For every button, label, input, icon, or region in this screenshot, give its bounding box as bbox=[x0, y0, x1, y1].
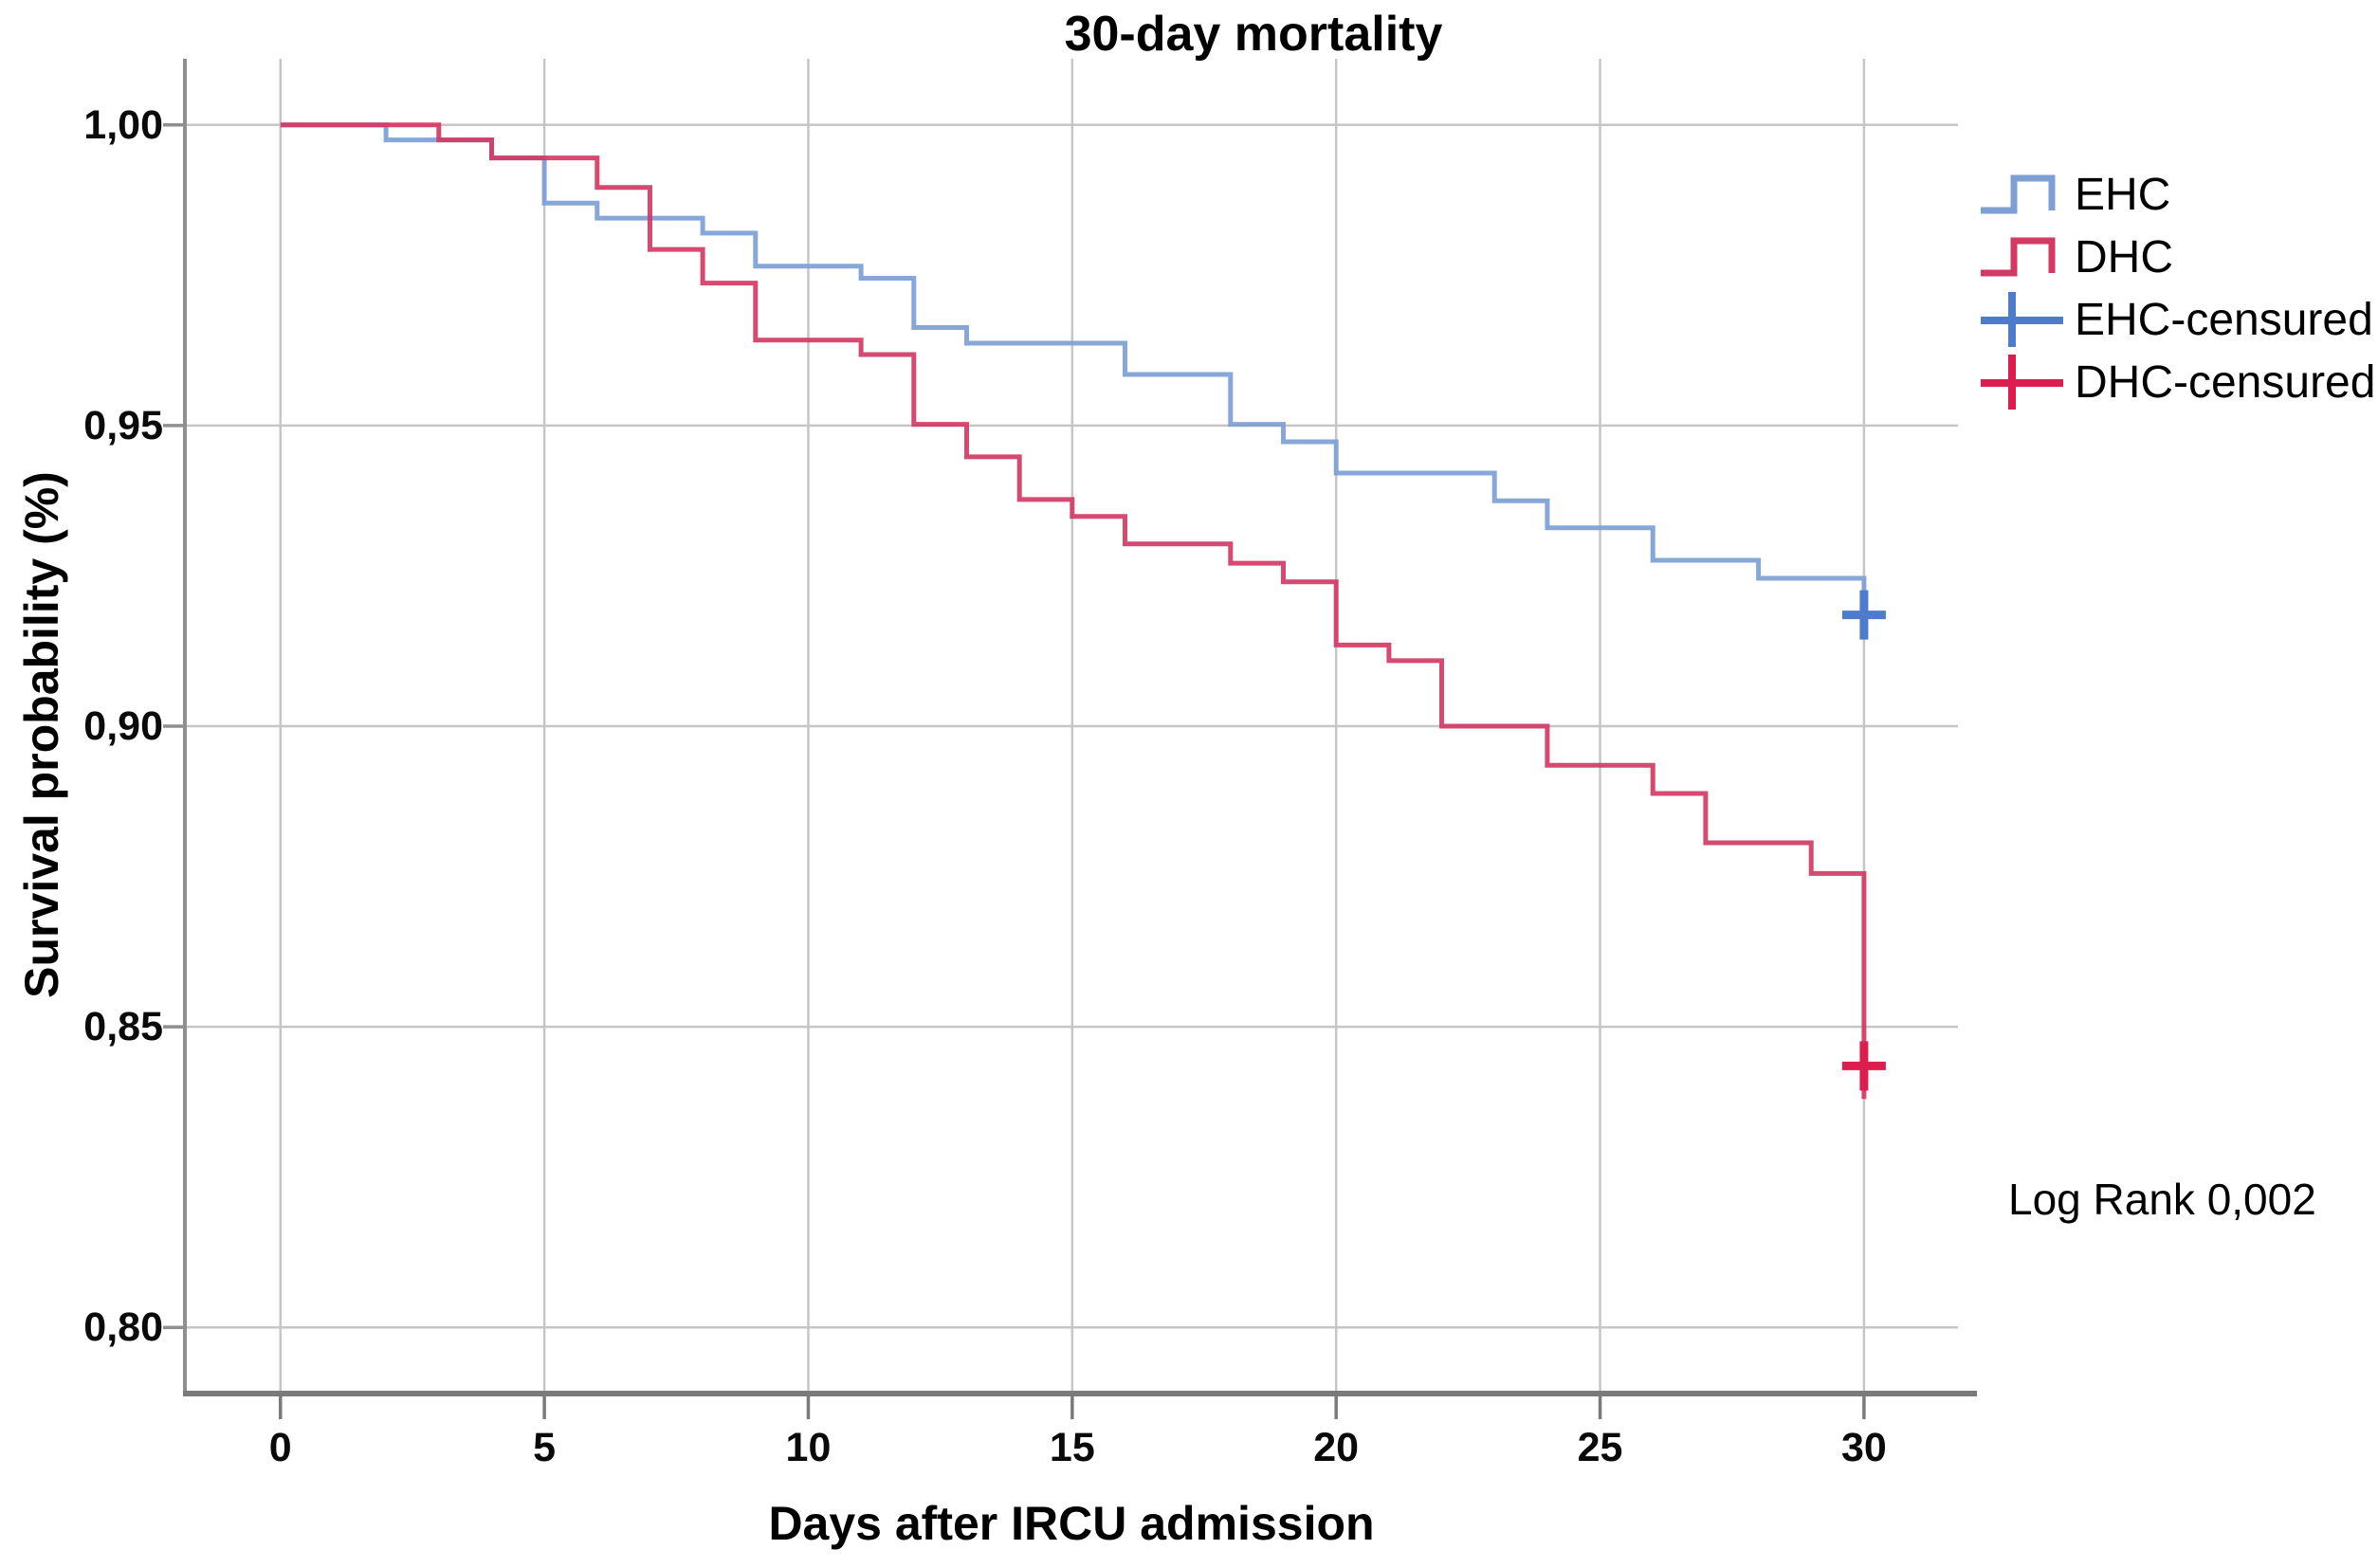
x-tick-label: 5 bbox=[533, 1425, 557, 1470]
ehc-step-line-icon bbox=[1981, 174, 2056, 214]
y-tick-label: 0,85 bbox=[83, 1004, 163, 1050]
y-tick-label: 1,00 bbox=[83, 101, 163, 148]
y-tick-label: 0,80 bbox=[83, 1304, 163, 1351]
y-tick-label: 0,95 bbox=[83, 402, 163, 448]
legend-item-dhc-censured: DHC-censured bbox=[1978, 351, 2375, 413]
dhc-censured-plus-icon bbox=[1981, 355, 2063, 410]
legend-label-ehc: EHC bbox=[2075, 169, 2171, 220]
x-tick-label: 15 bbox=[1049, 1425, 1095, 1470]
x-tick-label: 0 bbox=[268, 1425, 292, 1470]
censored-marker-dhc bbox=[1841, 1041, 1886, 1091]
x-tick-label: 25 bbox=[1577, 1425, 1623, 1470]
dhc-step-line-icon bbox=[1981, 237, 2056, 277]
legend-item-dhc: DHC bbox=[1978, 226, 2375, 288]
x-tick-label: 10 bbox=[785, 1425, 832, 1470]
legend: EHC DHC EHC-censured DHC-censured bbox=[1978, 163, 2375, 413]
x-tick-label: 30 bbox=[1840, 1425, 1887, 1470]
legend-label-dhc-censured: DHC-censured bbox=[2075, 356, 2376, 408]
legend-label-dhc: DHC bbox=[2075, 231, 2173, 283]
ehc-censured-plus-icon bbox=[1981, 292, 2063, 347]
censored-marker-ehc bbox=[1841, 590, 1886, 640]
legend-item-ehc-censured: EHC-censured bbox=[1978, 288, 2375, 351]
series-curve-dhc bbox=[280, 122, 1867, 1100]
legend-label-ehc-censured: EHC-censured bbox=[2075, 294, 2373, 345]
y-tick-label: 0,90 bbox=[83, 703, 163, 749]
log-rank-annotation: Log Rank 0,002 bbox=[2008, 1175, 2316, 1224]
chart-title: 30-day mortality bbox=[1064, 7, 1443, 62]
series-curve-ehc bbox=[280, 122, 1867, 603]
legend-item-ehc: EHC bbox=[1978, 163, 2375, 226]
x-axis-title: Days after IRCU admission bbox=[768, 1497, 1375, 1550]
x-tick-label: 20 bbox=[1313, 1425, 1360, 1470]
